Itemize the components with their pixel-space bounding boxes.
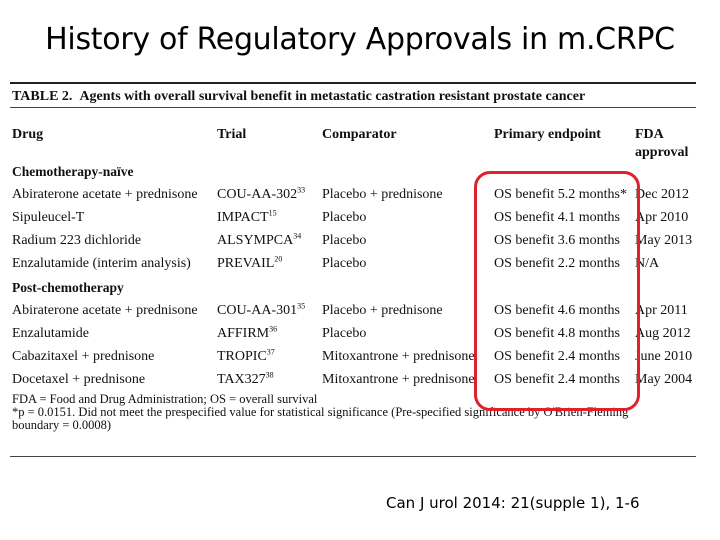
drug-cell: Abiraterone acetate + prednisone [12,187,198,202]
header-trial: Trial [217,127,247,142]
drug-cell: Sipuleucel-T [12,210,85,225]
trial-name: COU-AA-302 [217,187,298,202]
endpoint-cell: OS benefit 2.4 months [494,349,620,364]
endpoint-cell: OS benefit 5.2 months* [494,187,627,202]
endpoint-cell: OS benefit 3.6 months [494,233,620,248]
caption-rule [10,107,696,108]
trial-ref: 15 [268,208,277,218]
fda-cell: N/A [635,256,660,271]
table-caption: TABLE 2. Agents with overall survival be… [12,89,585,105]
trial-cell: COU-AA-30233 [217,185,306,203]
trial-cell: COU-AA-30135 [217,301,306,319]
section-label-post-chemo: Post-chemotherapy [12,280,124,295]
drug-cell: Cabazitaxel + prednisone [12,349,155,364]
drug-cell: Docetaxel + prednisone [12,372,146,387]
fda-cell: Dec 2012 [635,187,690,202]
caption-text: Agents with overall survival benefit in … [79,89,586,104]
header-drug: Drug [12,127,44,142]
header-fda: FDA approval [635,126,688,162]
trial-name: PREVAIL [217,256,275,271]
trial-ref: 36 [269,324,278,334]
caption-label: TABLE 2. [12,89,73,104]
trial-cell: IMPACT15 [217,208,277,226]
trial-ref: 38 [265,370,274,380]
endpoint-highlight-box [474,171,640,411]
trial-name: TAX327 [217,372,266,387]
table-row: Abiraterone acetate + prednisone COU-AA-… [10,301,696,326]
trial-name: IMPACT [217,210,269,225]
fda-cell: May 2004 [635,372,693,387]
endpoint-cell: OS benefit 2.2 months [494,256,620,271]
trial-ref: 20 [274,254,283,264]
table-row: Abiraterone acetate + prednisone COU-AA-… [10,185,696,210]
trial-cell: ALSYMPCA34 [217,231,302,249]
comparator-cell: Placebo [322,210,367,225]
trial-cell: TROPIC37 [217,347,275,365]
header-comparator: Comparator [322,127,397,142]
drug-cell: Enzalutamide (interim analysis) [12,256,191,271]
trial-name: ALSYMPCA [217,233,294,248]
fda-cell: Apr 2011 [635,303,688,318]
comparator-cell: Placebo [322,256,367,271]
trial-name: TROPIC [217,349,267,364]
endpoint-cell: OS benefit 2.4 months [494,372,620,387]
top-rule [10,82,696,84]
header-fda-line2: approval [635,145,689,160]
table-figure: TABLE 2. Agents with overall survival be… [10,82,696,458]
trial-ref: 35 [297,301,306,311]
footnote-significance: *p = 0.0151. Did not meet the prespecifi… [12,406,629,419]
endpoint-cell: OS benefit 4.1 months [494,210,620,225]
fda-cell: Aug 2012 [635,326,691,341]
comparator-cell: Placebo [322,233,367,248]
table-row: Radium 223 dichloride ALSYMPCA34 Placebo… [10,231,696,256]
footnote-boundary: boundary = 0.0008) [12,418,112,432]
citation: Can J urol 2014: 21(supple 1), 1-6 [386,494,640,512]
comparator-cell: Placebo + prednisone [322,187,443,202]
header-fda-line1: FDA [635,127,664,142]
footnote-abbreviations: FDA = Food and Drug Administration; OS =… [12,392,318,406]
drug-cell: Abiraterone acetate + prednisone [12,303,198,318]
drug-cell: Radium 223 dichloride [12,233,142,248]
table-row: Enzalutamide AFFIRM36 Placebo OS benefit… [10,324,696,349]
section-label-chemo-naive: Chemotherapy-naïve [12,164,134,179]
drug-cell: Enzalutamide [12,326,89,341]
trial-cell: AFFIRM36 [217,324,278,342]
trial-cell: PREVAIL20 [217,254,283,272]
bottom-rule [10,456,696,457]
table-row: Sipuleucel-T IMPACT15 Placebo OS benefit… [10,208,696,233]
table-row: Docetaxel + prednisone TAX32738 Mitoxant… [10,370,696,395]
trial-ref: 33 [297,185,306,195]
comparator-cell: Placebo + prednisone [322,303,443,318]
comparator-cell: Mitoxantrone + prednisone [322,349,475,364]
trial-name: AFFIRM [217,326,270,341]
slide-title: History of Regulatory Approvals in m.CRP… [45,22,675,57]
comparator-cell: Placebo [322,326,367,341]
trial-cell: TAX32738 [217,370,274,388]
header-endpoint: Primary endpoint [494,127,601,142]
fda-cell: June 2010 [635,349,693,364]
table-row: Cabazitaxel + prednisone TROPIC37 Mitoxa… [10,347,696,372]
trial-ref: 37 [266,347,275,357]
table-row: Enzalutamide (interim analysis) PREVAIL2… [10,254,696,279]
trial-ref: 34 [293,231,302,241]
fda-cell: May 2013 [635,233,693,248]
comparator-cell: Mitoxantrone + prednisone [322,372,475,387]
fda-cell: Apr 2010 [635,210,689,225]
endpoint-cell: OS benefit 4.6 months [494,303,620,318]
trial-name: COU-AA-301 [217,303,298,318]
endpoint-cell: OS benefit 4.8 months [494,326,620,341]
